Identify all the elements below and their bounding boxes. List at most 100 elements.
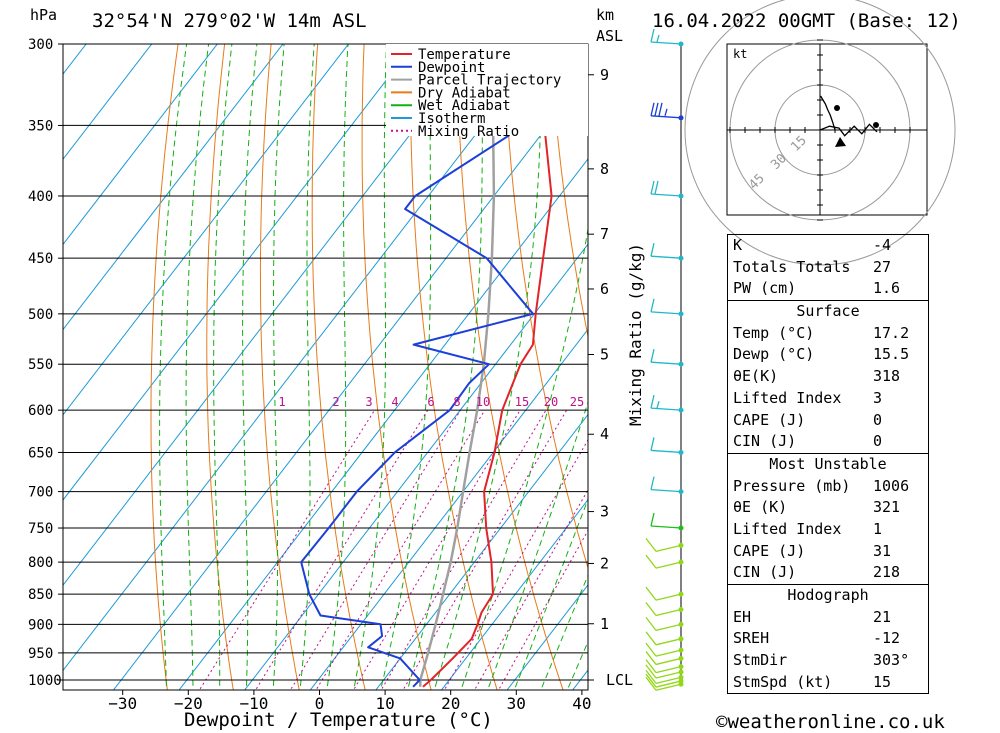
section-title: Surface [796,302,860,321]
legend-label: Dry Adiabat [418,85,511,101]
mixing-ratio-line [255,409,429,690]
mixing-ratio-label: 10 [476,395,490,409]
hodograph-section: Hodograph EH 21 SREH -12 StmDir 303° StmSpd… [728,584,928,693]
wet-adiabat-line [433,44,543,690]
temp-tick-label: 40 [572,694,591,713]
index-label: θE(K) [733,367,779,386]
x-axis-title: Dewpoint / Temperature (°C) [184,709,493,731]
mixing-ratio-line [443,438,588,690]
height-unit-top: km [596,6,615,24]
pressure-tick-label: 500 [28,307,53,323]
dry-adiabat-line [361,44,432,690]
index-row: Lifted Index 1 [728,519,928,541]
wind-barb-feather [650,298,655,312]
wind-barb-feather [656,400,660,409]
index-value: 0 [873,432,883,451]
wet-adiabat-line [487,400,588,690]
index-row: Temp (°C) 17.2 [728,323,928,345]
temp-tick-label: 30 [507,694,526,713]
isotherm-line [63,44,87,75]
temp-tick-label: 20 [441,694,460,713]
wind-barb-feather [654,180,659,195]
wet-adiabat-line [299,44,315,690]
mixing-ratio-axis-title: Mixing Ratio (g/kg) [626,242,645,426]
wind-barb-shaft [655,544,682,552]
index-label: CAPE (J) [733,410,806,429]
wind-barb-shaft [655,638,682,646]
hodograph-point [873,122,879,128]
wind-barb-feather [645,616,657,631]
index-label: K [733,236,743,254]
isotherm-line [63,44,284,331]
index-value: 27 [873,257,892,276]
section-title: Hodograph [787,586,869,604]
height-tick-label: 8 [600,160,609,178]
wind-barb-feather [650,102,655,116]
pressure-unit-label: hPa [30,6,58,24]
index-value: 15.5 [873,345,910,364]
wind-barb-shaft [655,623,682,631]
dry-adiabat-line [206,44,234,690]
wind-barb-feather [650,512,655,527]
isotherm-line [178,158,588,690]
index-row: Dewp (°C) 15.5 [728,344,928,366]
isotherm-line [63,44,218,246]
diagram-lines [63,44,588,690]
index-value: 3 [873,388,883,407]
diagram-frame [58,43,594,695]
index-row-totals: Totals Totals 27 [728,257,928,279]
legend-label: Temperature [418,47,511,63]
mixing-ratio-line [289,409,461,690]
index-label: SREH [733,629,770,648]
wind-barb-shaft [650,41,682,45]
pressure-tick-label: 650 [28,445,53,461]
wind-barb-feather [650,180,655,195]
wind-barb-shaft [655,593,682,601]
wind-barb-shaft [650,361,682,365]
isotherm-line [63,44,415,501]
wet-adiabat-line [326,44,349,690]
height-tick-label: 6 [600,280,609,298]
index-label: Lifted Index [733,388,842,407]
mixing-ratio-label: 4 [391,395,398,409]
height-tick-label: 3 [600,503,609,521]
wind-barb-feather [650,28,655,43]
temp-tick-label: −30 [108,694,137,713]
hodograph-ring [684,0,956,266]
index-label: Temp (°C) [733,323,815,342]
surface-section: Surface Temp (°C) 17.2 Dewp (°C) 15.5 θE(K… [728,300,928,453]
pressure-tick-label: 950 [28,646,53,662]
wind-barb-feather [664,108,668,117]
plot-border [62,43,589,691]
height-tick-label: 7 [600,225,609,243]
index-label: StmSpd (kt) [733,672,833,691]
index-label: Pressure (mb) [733,476,851,495]
wind-barb-feather [650,476,655,490]
dry-adiabat-line [409,44,498,690]
mixing-ratio-label: 2 [332,395,339,409]
mixing-ratio-line [498,529,588,690]
pressure-tick-label: 350 [28,118,53,134]
mixing-ratio-line [402,409,568,690]
index-label: Totals Totals [733,257,851,276]
isotherm-line [440,498,588,690]
pressure-tick-label: 400 [28,189,53,205]
legend-label: Wet Adiabat [418,98,511,114]
index-label: StmDir [733,651,788,670]
wind-barb-feather [645,537,657,552]
isotherm-line [244,243,588,690]
wind-barb-feather [645,651,657,665]
index-row: CAPE (J) 31 [728,541,928,563]
hodograph-trace [819,123,878,137]
wind-barb-feather [645,602,657,616]
wind-barb-feather [650,395,655,409]
mixing-ratio-label: 20 [544,395,558,409]
index-value: -12 [873,629,901,648]
height-tick-label: LCL [606,671,633,689]
index-row: CIN (J) 0 [728,431,928,453]
most-unstable-section: Most Unstable Pressure (mb) 1006 θE (K) 32… [728,452,928,584]
mixing-ratio-label: 8 [453,395,460,409]
isotherm-line [375,413,588,690]
wind-barb-feather [645,659,657,674]
wind-barb-feather [645,642,657,657]
